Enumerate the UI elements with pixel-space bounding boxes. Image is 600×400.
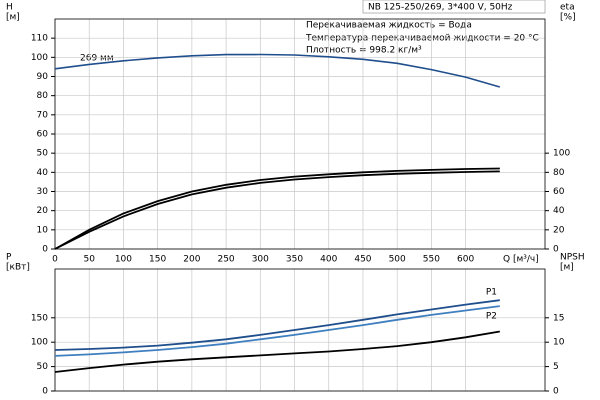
x-tick-label: 600	[457, 255, 474, 265]
y2-tick-label: 0	[553, 245, 559, 255]
x-tick-label: 50	[83, 255, 95, 265]
y2-tick-label: 15	[553, 313, 564, 323]
y-axis-label: [кВт]	[6, 263, 30, 273]
series-line	[54, 170, 500, 250]
y2-tick-label: 100	[553, 149, 570, 159]
y-tick-label: 110	[31, 34, 48, 44]
x-tick-label: 550	[423, 255, 440, 265]
plot-frame	[54, 18, 546, 250]
annotation: Перекачиваемая жидкость = Вода	[306, 21, 472, 31]
y2-axis-label: NPSH	[560, 253, 585, 263]
legend-label: P1	[486, 288, 497, 298]
y-axis-label: P	[6, 253, 12, 263]
y-tick-label: 100	[31, 338, 48, 348]
y-tick-label: 50	[37, 362, 49, 372]
y2-tick-label: 60	[553, 187, 565, 197]
x-tick-label: 200	[183, 255, 200, 265]
x-tick-label: 450	[354, 255, 371, 265]
y2-axis-label: eta	[560, 3, 575, 13]
y-tick-label: 20	[37, 206, 49, 216]
y-tick-label: 60	[37, 130, 49, 140]
y-tick-label: 50	[37, 149, 49, 159]
legend-label: P2	[486, 312, 497, 322]
chart-title: NB 125-250/269, 3*400 V, 50Hz	[368, 3, 513, 13]
series-line	[54, 330, 500, 373]
y-axis-label: [м]	[6, 13, 20, 23]
series-line	[54, 299, 500, 351]
y2-tick-label: 0	[553, 387, 559, 397]
series-line	[54, 305, 500, 357]
y2-axis-label: [м]	[560, 263, 574, 273]
y-axis-label: H	[6, 3, 13, 13]
x-tick-label: 150	[149, 255, 166, 265]
y2-axis-label: [%]	[560, 13, 576, 23]
x-tick-label: 100	[115, 255, 132, 265]
x-tick-label: 0	[52, 255, 58, 265]
y2-tick-label: 80	[553, 168, 565, 178]
x-tick-label: 300	[252, 255, 269, 265]
y-tick-label: 90	[37, 72, 49, 82]
y-tick-label: 80	[37, 91, 49, 101]
curve-label: 269 мм	[80, 54, 114, 64]
y-tick-label: 30	[37, 187, 49, 197]
series-line	[54, 53, 501, 88]
x-tick-label: 250	[217, 255, 234, 265]
y-tick-label: 0	[42, 245, 48, 255]
plot-frame	[54, 268, 546, 392]
y2-tick-label: 20	[553, 225, 565, 235]
y2-tick-label: 10	[553, 338, 565, 348]
title-box	[362, 0, 546, 14]
y2-tick-label: 40	[553, 206, 565, 216]
y-tick-label: 150	[31, 313, 48, 323]
x-tick-label: 400	[320, 255, 337, 265]
y-tick-label: 70	[37, 110, 49, 120]
y-tick-label: 100	[31, 53, 48, 63]
annotation: Плотность = 998.2 кг/м³	[306, 46, 422, 56]
x-tick-label: 350	[286, 255, 303, 265]
y2-tick-label: 5	[553, 362, 559, 372]
series-line	[54, 167, 500, 250]
y-tick-label: 40	[37, 168, 49, 178]
y-tick-label: 10	[37, 225, 49, 235]
y-tick-label: 0	[42, 387, 48, 397]
x-tick-label: 500	[389, 255, 406, 265]
x-axis-label: Q [м³/ч]	[503, 255, 539, 265]
